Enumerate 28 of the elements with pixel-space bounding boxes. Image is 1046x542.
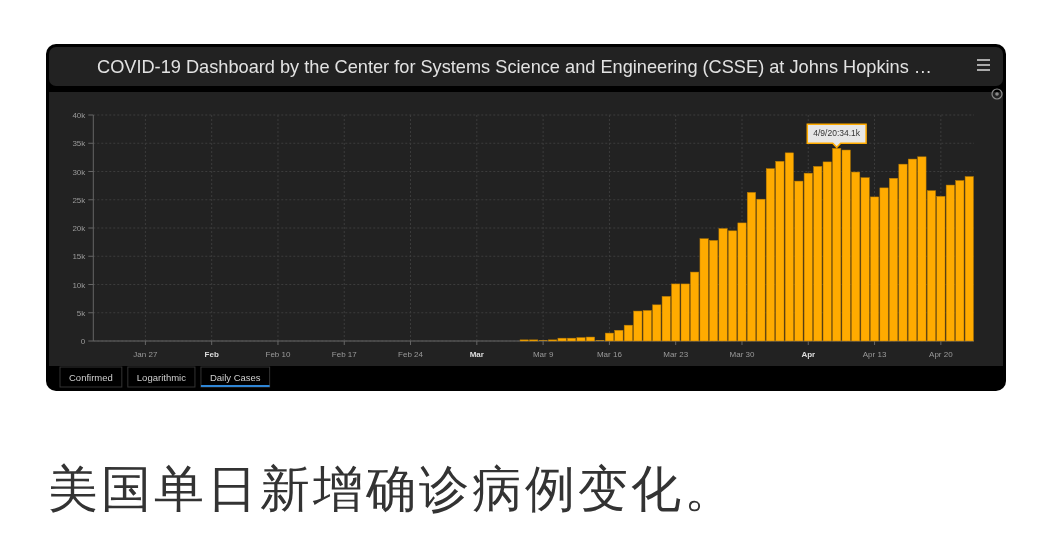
tooltip-label: 4/9/20:34.1k [813, 128, 861, 139]
y-tick-label: 40k [72, 111, 86, 120]
x-tick-label: Mar 9 [532, 350, 554, 359]
x-tick-label: Mar 23 [663, 350, 689, 359]
tab-label: Logarithmic [136, 372, 186, 383]
y-tick-label: 30k [72, 167, 86, 177]
x-tick-label: Feb 10 [265, 350, 291, 359]
y-tick-label: 10k [72, 280, 86, 290]
x-tick-label: Apr 13 [862, 350, 887, 359]
caption: 美国单日新增确诊病例变化。 [48, 461, 737, 517]
x-tick-label: Mar [469, 350, 484, 359]
x-tick-label: Feb 24 [398, 350, 423, 359]
y-tick-label: 25k [72, 195, 86, 205]
y-tick-label: 15k [72, 252, 86, 262]
y-tick-label: 0 [80, 337, 86, 346]
tab-label: Confirmed [69, 372, 113, 383]
x-tick-label: Jan 27 [133, 350, 158, 359]
x-tick-label: Apr [801, 350, 816, 359]
y-tick-label: 35k [72, 139, 86, 149]
y-tick-label: 20k [72, 224, 86, 233]
x-tick-label: Feb [204, 350, 219, 359]
x-tick-label: Apr 20 [929, 350, 953, 359]
x-tick-label: Feb 17 [331, 350, 357, 359]
x-tick-label: Mar 30 [729, 350, 755, 359]
y-tick-label: 5k [76, 308, 86, 318]
tab-label: Daily Cases [209, 372, 261, 383]
title: COVID-19 Dashboard by the Center for Systems Science and Engineering (CSSE) at Johns Hopkins … [97, 57, 932, 77]
x-tick-label: Mar 16 [596, 350, 622, 359]
